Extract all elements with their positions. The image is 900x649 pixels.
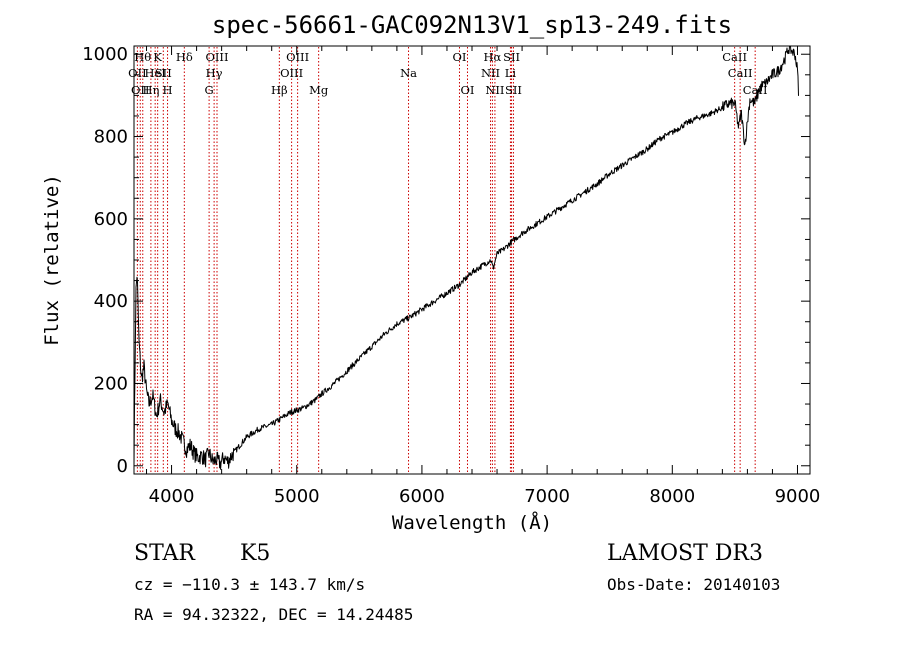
y-tick-label-1: 200 bbox=[94, 373, 128, 394]
marker-label-24: SII bbox=[505, 83, 522, 97]
marker-label-6: SII bbox=[155, 66, 172, 80]
plot-frame bbox=[133, 45, 811, 475]
x-tick-label-5: 9000 bbox=[775, 486, 821, 507]
marker-label-8: Hδ bbox=[176, 50, 193, 64]
line-marker-labels: OII OII Hθ Hη HeI K SII H Hδ G Hγ OIII Hβ OIII OIII Mg N… bbox=[128, 50, 767, 97]
marker-label-25: CaII bbox=[722, 50, 747, 64]
coordinates-readout: RA = 94.32322, DEC = 14.24485 bbox=[134, 605, 413, 624]
marker-label-19: NII bbox=[481, 66, 500, 80]
marker-label-16: Na bbox=[400, 66, 417, 80]
marker-label-11: OIII bbox=[205, 50, 228, 64]
marker-label-13: OIII bbox=[280, 66, 303, 80]
marker-label-14: OIII bbox=[286, 50, 309, 64]
x-tick-label-3: 7000 bbox=[524, 486, 570, 507]
marker-label-21: NII bbox=[485, 83, 504, 97]
x-tick-label-1: 5000 bbox=[274, 486, 320, 507]
marker-label-1: OII bbox=[131, 83, 150, 97]
spectrum-series bbox=[133, 45, 799, 470]
survey-name: LAMOST DR3 bbox=[607, 541, 763, 566]
x-tick-label-4: 8000 bbox=[649, 486, 695, 507]
marker-label-10: Hγ bbox=[206, 66, 223, 80]
x-tick-labels: 4000 5000 6000 7000 8000 9000 bbox=[149, 486, 821, 507]
marker-label-9: G bbox=[205, 83, 214, 97]
marker-label-3: Hη bbox=[142, 83, 159, 97]
spectrum-line bbox=[133, 45, 799, 470]
axis-ticks bbox=[134, 46, 810, 474]
object-subclass: K5 bbox=[240, 541, 270, 566]
marker-label-7: H bbox=[163, 83, 173, 97]
marker-label-20: Hα bbox=[484, 50, 502, 64]
y-tick-label-4: 800 bbox=[94, 127, 128, 148]
chart-title: spec-56661-GAC092N13V1_sp13-249.fits bbox=[212, 11, 732, 39]
marker-label-0: OII bbox=[128, 66, 147, 80]
marker-label-17: OI bbox=[452, 50, 466, 64]
obs-date: Obs-Date: 20140103 bbox=[607, 575, 780, 594]
object-class: STAR bbox=[134, 541, 196, 566]
y-tick-labels: 0 200 400 600 800 1000 bbox=[82, 44, 128, 477]
marker-label-5: K bbox=[153, 50, 162, 64]
y-tick-label-0: 0 bbox=[117, 456, 128, 477]
x-tick-label-0: 4000 bbox=[149, 486, 195, 507]
marker-label-23: SII bbox=[503, 50, 520, 64]
marker-label-2: Hθ bbox=[134, 50, 151, 64]
redshift-readout: cz = −110.3 ± 143.7 km/s bbox=[134, 575, 365, 594]
y-tick-label-3: 600 bbox=[94, 209, 128, 230]
marker-label-27: CaII bbox=[743, 83, 768, 97]
line-markers bbox=[136, 47, 756, 473]
y-axis-label: Flux (relative) bbox=[41, 174, 63, 346]
y-tick-label-5: 1000 bbox=[82, 44, 128, 65]
x-tick-label-2: 6000 bbox=[399, 486, 445, 507]
y-tick-label-2: 400 bbox=[94, 291, 128, 312]
marker-label-15: Mg bbox=[309, 83, 329, 97]
marker-label-4: HeI bbox=[144, 66, 165, 80]
marker-label-12: Hβ bbox=[271, 83, 288, 97]
marker-label-18: OI bbox=[461, 83, 475, 97]
marker-label-26: CaII bbox=[728, 66, 753, 80]
x-axis-label: Wavelength (Å) bbox=[392, 511, 552, 534]
marker-label-22: Li bbox=[505, 66, 517, 80]
